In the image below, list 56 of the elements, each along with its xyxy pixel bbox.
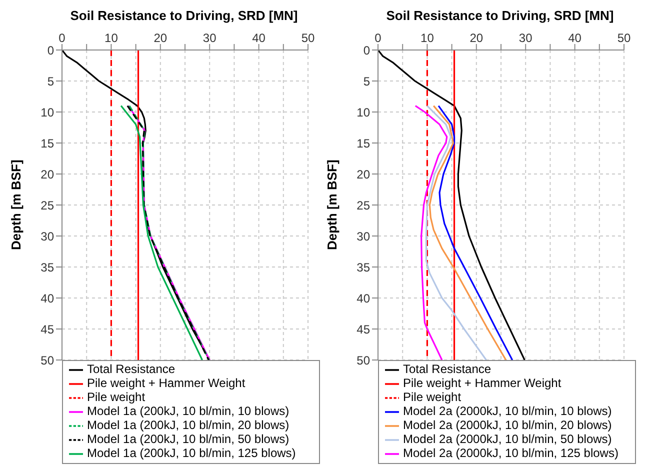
legend-label: Total Resistance: [403, 362, 492, 376]
y-tick-label: 20: [40, 167, 54, 182]
legend-label: Model 2a (2000kJ, 10 bl/min, 125 blows): [403, 446, 618, 460]
legend-label: Model 1a (200kJ, 10 bl/min, 10 blows): [87, 404, 290, 418]
x-tick-label: 40: [252, 31, 266, 45]
legend-label: Pile weight: [403, 390, 462, 404]
line-series: [414, 105, 448, 360]
y-tick-label: 40: [356, 291, 370, 306]
y-tick-label: 35: [40, 260, 54, 274]
y-tick-label: 45: [40, 322, 54, 336]
y-tick-label: 0: [363, 43, 370, 58]
y-tick-label: 35: [356, 260, 370, 274]
y-tick-label: 25: [356, 198, 370, 212]
y-tick-label: 50: [356, 353, 370, 368]
y-tick-label: 10: [356, 105, 370, 120]
line-series: [428, 105, 507, 360]
legend-label: Total Resistance: [87, 362, 176, 376]
x-tick-label: 0: [374, 31, 382, 45]
y-tick-label: 15: [40, 136, 54, 150]
line-series: [425, 105, 488, 360]
legend-label: Model 1a (200kJ, 10 bl/min, 20 blows): [87, 418, 290, 432]
y-tick-label: 25: [40, 198, 54, 212]
x-tick-label: 30: [518, 31, 533, 45]
legend-label: Pile weight + Hammer Weight: [403, 376, 562, 390]
x-axis-title: Soil Resistance to Driving, SRD [MN]: [69, 8, 299, 25]
y-tick-label: 10: [40, 105, 54, 120]
x-tick-label: 10: [420, 31, 434, 45]
legend-label: Model 2a (2000kJ, 10 bl/min, 20 blows): [403, 418, 612, 432]
y-tick-label: 0: [47, 43, 54, 58]
x-tick-label: 20: [154, 31, 168, 45]
y-tick-label: 20: [356, 167, 370, 182]
x-tick-label: 50: [301, 31, 315, 45]
y-axis-title: Depth [m BSF]: [324, 160, 340, 250]
y-tick-label: 15: [356, 136, 370, 150]
y-tick-label: 40: [40, 291, 54, 306]
y-tick-label: 30: [40, 229, 54, 244]
y-tick-label: 5: [363, 74, 370, 88]
x-tick-label: 40: [568, 31, 582, 45]
x-tick-label: 30: [202, 31, 217, 45]
y-axis-title: Depth [m BSF]: [8, 160, 24, 250]
x-tick-label: 50: [617, 31, 631, 45]
legend-label: Model 1a (200kJ, 10 bl/min, 50 blows): [87, 432, 290, 446]
x-tick-label: 0: [58, 31, 66, 45]
legend-label: Model 2a (2000kJ, 10 bl/min, 50 blows): [403, 432, 612, 446]
legend-label: Pile weight: [87, 390, 146, 404]
x-tick-label: 10: [104, 31, 118, 45]
y-tick-label: 45: [356, 322, 370, 336]
legend-label: Model 2a (2000kJ, 10 bl/min, 10 blows): [403, 404, 612, 418]
legend-label: Model 1a (200kJ, 10 bl/min, 125 blows): [87, 446, 296, 460]
x-tick-label: 20: [470, 31, 484, 45]
y-tick-label: 50: [40, 353, 54, 368]
legend-label: Pile weight + Hammer Weight: [87, 376, 246, 390]
x-axis-title: Soil Resistance to Driving, SRD [MN]: [385, 8, 615, 25]
y-tick-label: 5: [47, 74, 54, 88]
line-series: [438, 105, 514, 360]
y-tick-label: 30: [356, 229, 370, 244]
